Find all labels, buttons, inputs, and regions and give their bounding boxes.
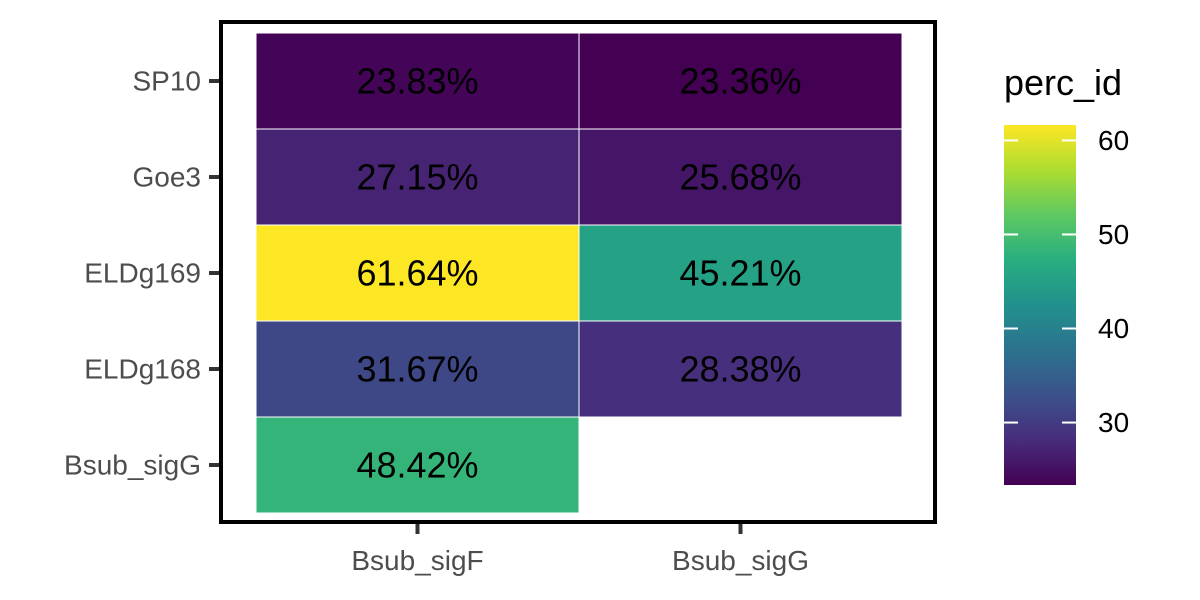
colorbar bbox=[1004, 125, 1076, 485]
cell-value-label: 61.64% bbox=[356, 253, 478, 294]
cell-value-label: 45.21% bbox=[679, 253, 801, 294]
cell-value-label: 31.67% bbox=[356, 349, 478, 390]
colorbar-tick-label: 30 bbox=[1098, 407, 1129, 438]
x-tick-label: Bsub_sigG bbox=[672, 545, 809, 576]
cell-value-label: 27.15% bbox=[356, 157, 478, 198]
heatmap-cell bbox=[578, 128, 903, 226]
heatmap-cell bbox=[578, 224, 903, 322]
legend-title: perc_id bbox=[1004, 62, 1122, 103]
heatmap-cell bbox=[255, 224, 580, 322]
colorbar-tick-label: 60 bbox=[1098, 125, 1129, 156]
colorbar-legend: perc_id 30 40 50 60 bbox=[1004, 62, 1129, 485]
cell-value-label: 23.83% bbox=[356, 61, 478, 102]
heatmap-cell bbox=[578, 320, 903, 418]
heatmap-cell bbox=[255, 416, 580, 514]
heatmap-cell bbox=[255, 32, 580, 130]
y-tick-label: Goe3 bbox=[133, 162, 202, 193]
cell-value-label: 48.42% bbox=[356, 445, 478, 486]
x-tick-label: Bsub_sigF bbox=[351, 545, 483, 576]
y-tick-label: Bsub_sigG bbox=[64, 450, 201, 481]
y-tick-label: ELDg169 bbox=[84, 258, 201, 289]
heatmap-cell-labels: 23.83% 23.36% 27.15% 25.68% 61.64% 45.21% 31.6… bbox=[356, 61, 801, 486]
cell-value-label: 25.68% bbox=[679, 157, 801, 198]
heatmap-cell bbox=[255, 320, 580, 418]
colorbar-ticks: 30 40 50 60 bbox=[1004, 125, 1129, 438]
y-tick-label: ELDg168 bbox=[84, 354, 201, 385]
colorbar-tick-label: 50 bbox=[1098, 219, 1129, 250]
heatmap-cells bbox=[255, 32, 903, 514]
x-axis: Bsub_sigF Bsub_sigG bbox=[351, 524, 809, 576]
y-axis: SP10 Goe3 ELDg169 ELDg168 Bsub_sigG bbox=[64, 66, 219, 481]
cell-value-label: 23.36% bbox=[679, 61, 801, 102]
cell-value-label: 28.38% bbox=[679, 349, 801, 390]
panel-border bbox=[219, 20, 937, 524]
heatmap-cell bbox=[255, 128, 580, 226]
colorbar-tick-label: 40 bbox=[1098, 313, 1129, 344]
y-tick-label: SP10 bbox=[133, 66, 202, 97]
heatmap-cell bbox=[578, 32, 903, 130]
